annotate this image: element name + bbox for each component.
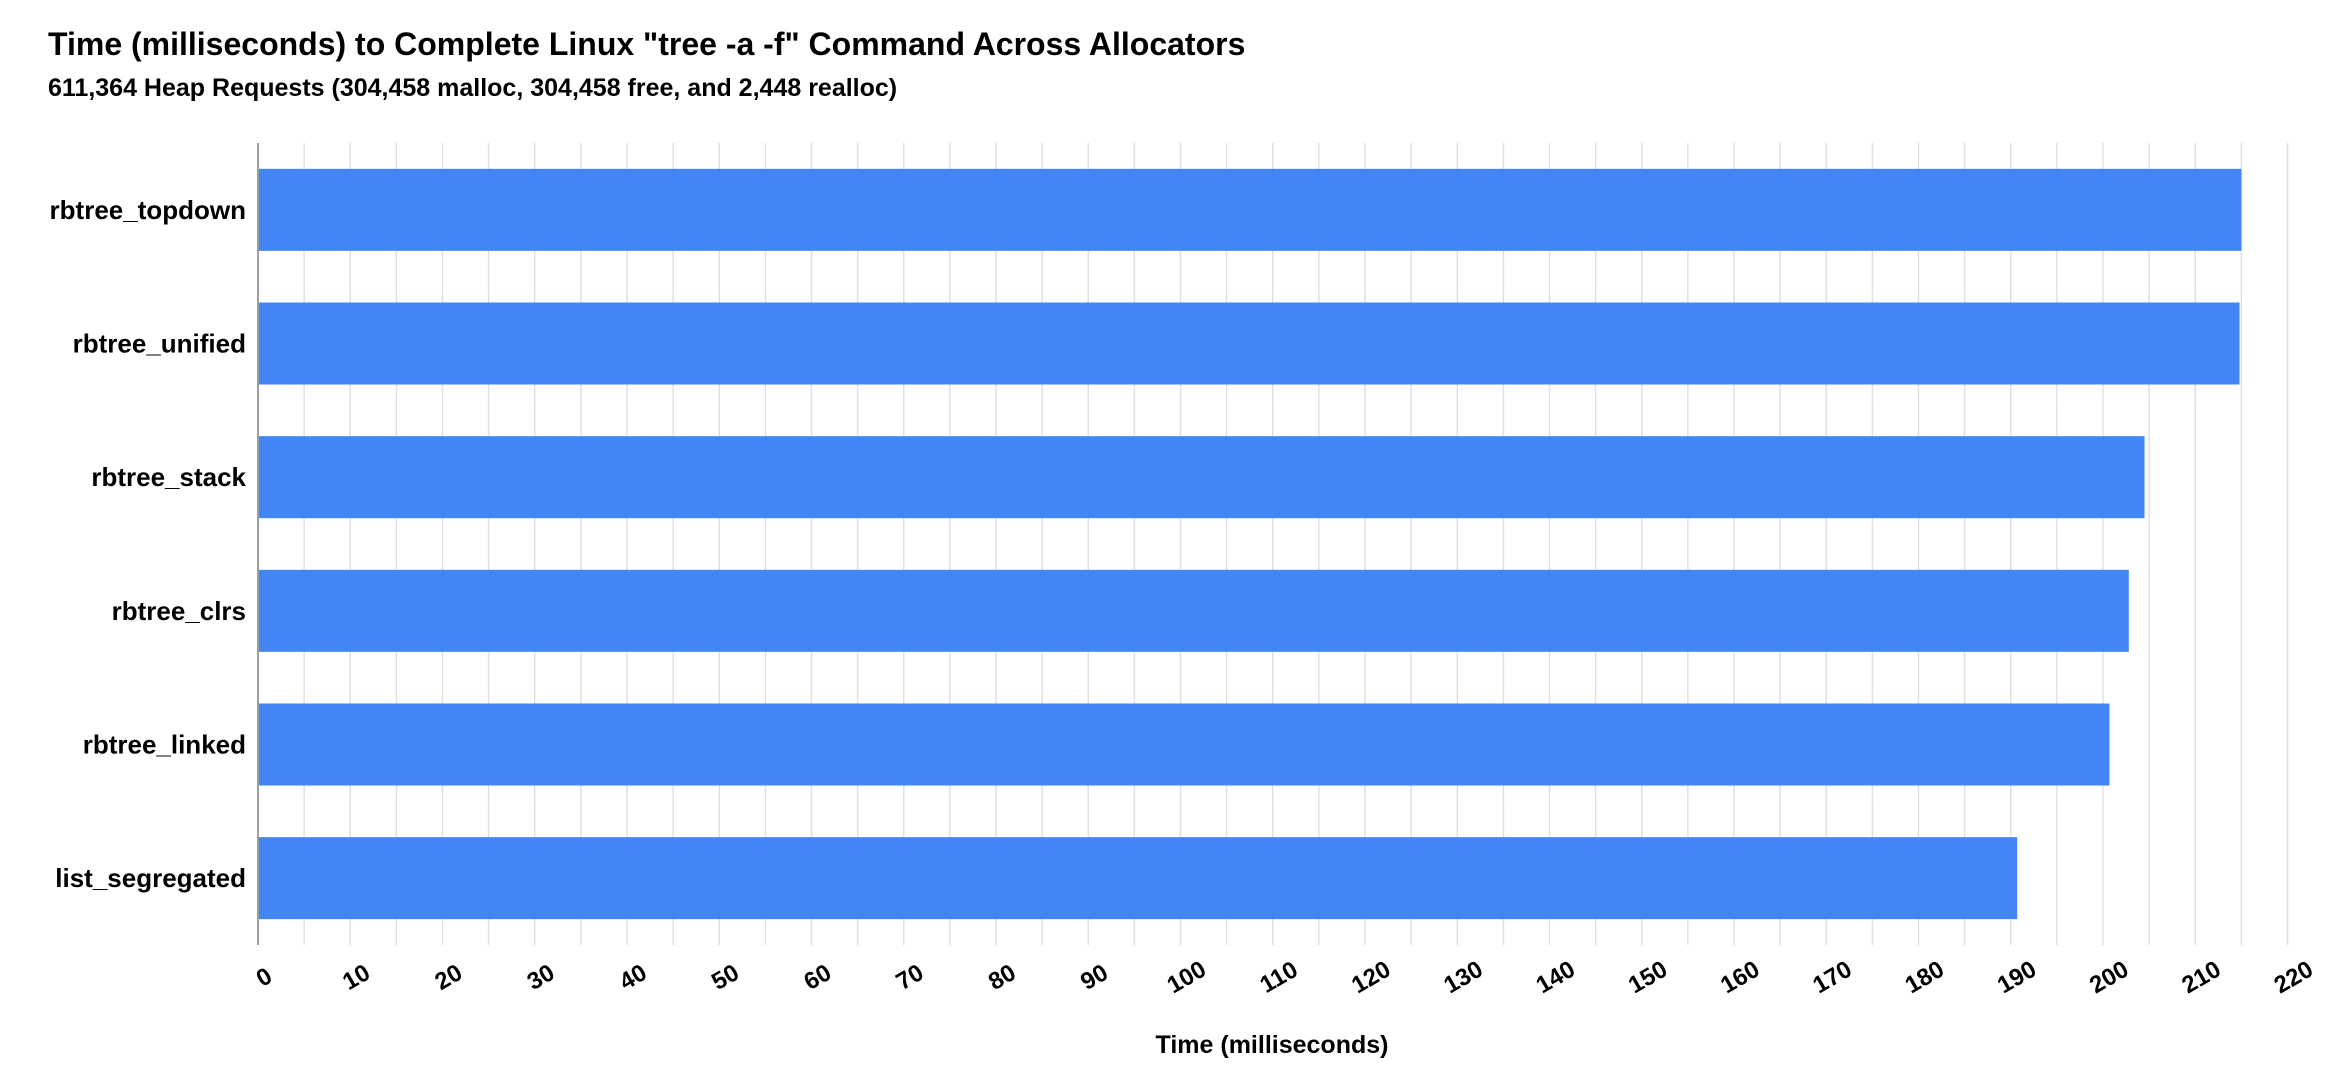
x-tick-label: 70: [892, 959, 929, 996]
x-tick-label: 220: [2270, 956, 2318, 999]
category-label: rbtree_topdown: [50, 195, 246, 225]
bars: [258, 168, 2242, 920]
bar-rbtree-topdown: [258, 168, 2242, 251]
chart-subtitle: 611,364 Heap Requests (304,458 malloc, 3…: [48, 74, 898, 102]
x-tick-label: 150: [1624, 956, 1672, 999]
x-tick-label: 190: [1993, 956, 2041, 999]
x-tick-label: 200: [2085, 956, 2133, 999]
x-tick-label: 10: [338, 959, 375, 996]
x-tick-label: 80: [984, 959, 1021, 996]
bar-rbtree-linked: [258, 703, 2110, 786]
x-tick-label: 20: [430, 959, 467, 996]
bar-list-segregated: [258, 837, 2018, 920]
bar-rbtree-unified: [258, 302, 2240, 385]
x-tick-label: 140: [1532, 956, 1580, 999]
x-axis-title: Time (milliseconds): [1156, 1031, 1389, 1059]
x-tick-label: 90: [1076, 959, 1113, 996]
category-label: rbtree_unified: [73, 329, 246, 359]
category-label: rbtree_linked: [83, 730, 246, 760]
category-label: rbtree_clrs: [112, 596, 246, 626]
x-tick-label: 30: [523, 959, 560, 996]
bar-rbtree-stack: [258, 436, 2145, 519]
bar-rbtree-clrs: [258, 569, 2129, 652]
x-tick-label: 100: [1163, 956, 1211, 999]
chart-title: Time (milliseconds) to Complete Linux "t…: [48, 26, 1246, 62]
x-tick-label: 210: [2177, 956, 2225, 999]
x-tick-label: 160: [1716, 956, 1764, 999]
x-tick-label: 60: [799, 959, 836, 996]
x-tick-label: 120: [1347, 956, 1395, 999]
x-tick-label: 110: [1255, 956, 1302, 999]
category-label: rbtree_stack: [91, 462, 246, 492]
x-tick-label: 170: [1808, 956, 1856, 999]
x-tick-label: 130: [1439, 956, 1487, 999]
x-tick-label: 0: [252, 962, 277, 992]
x-tick-label: 40: [615, 959, 652, 996]
x-tick-label: 50: [707, 959, 744, 996]
gridlines: [303, 143, 2289, 945]
category-label: list_segregated: [55, 863, 246, 893]
x-tick-label: 180: [1901, 956, 1949, 999]
